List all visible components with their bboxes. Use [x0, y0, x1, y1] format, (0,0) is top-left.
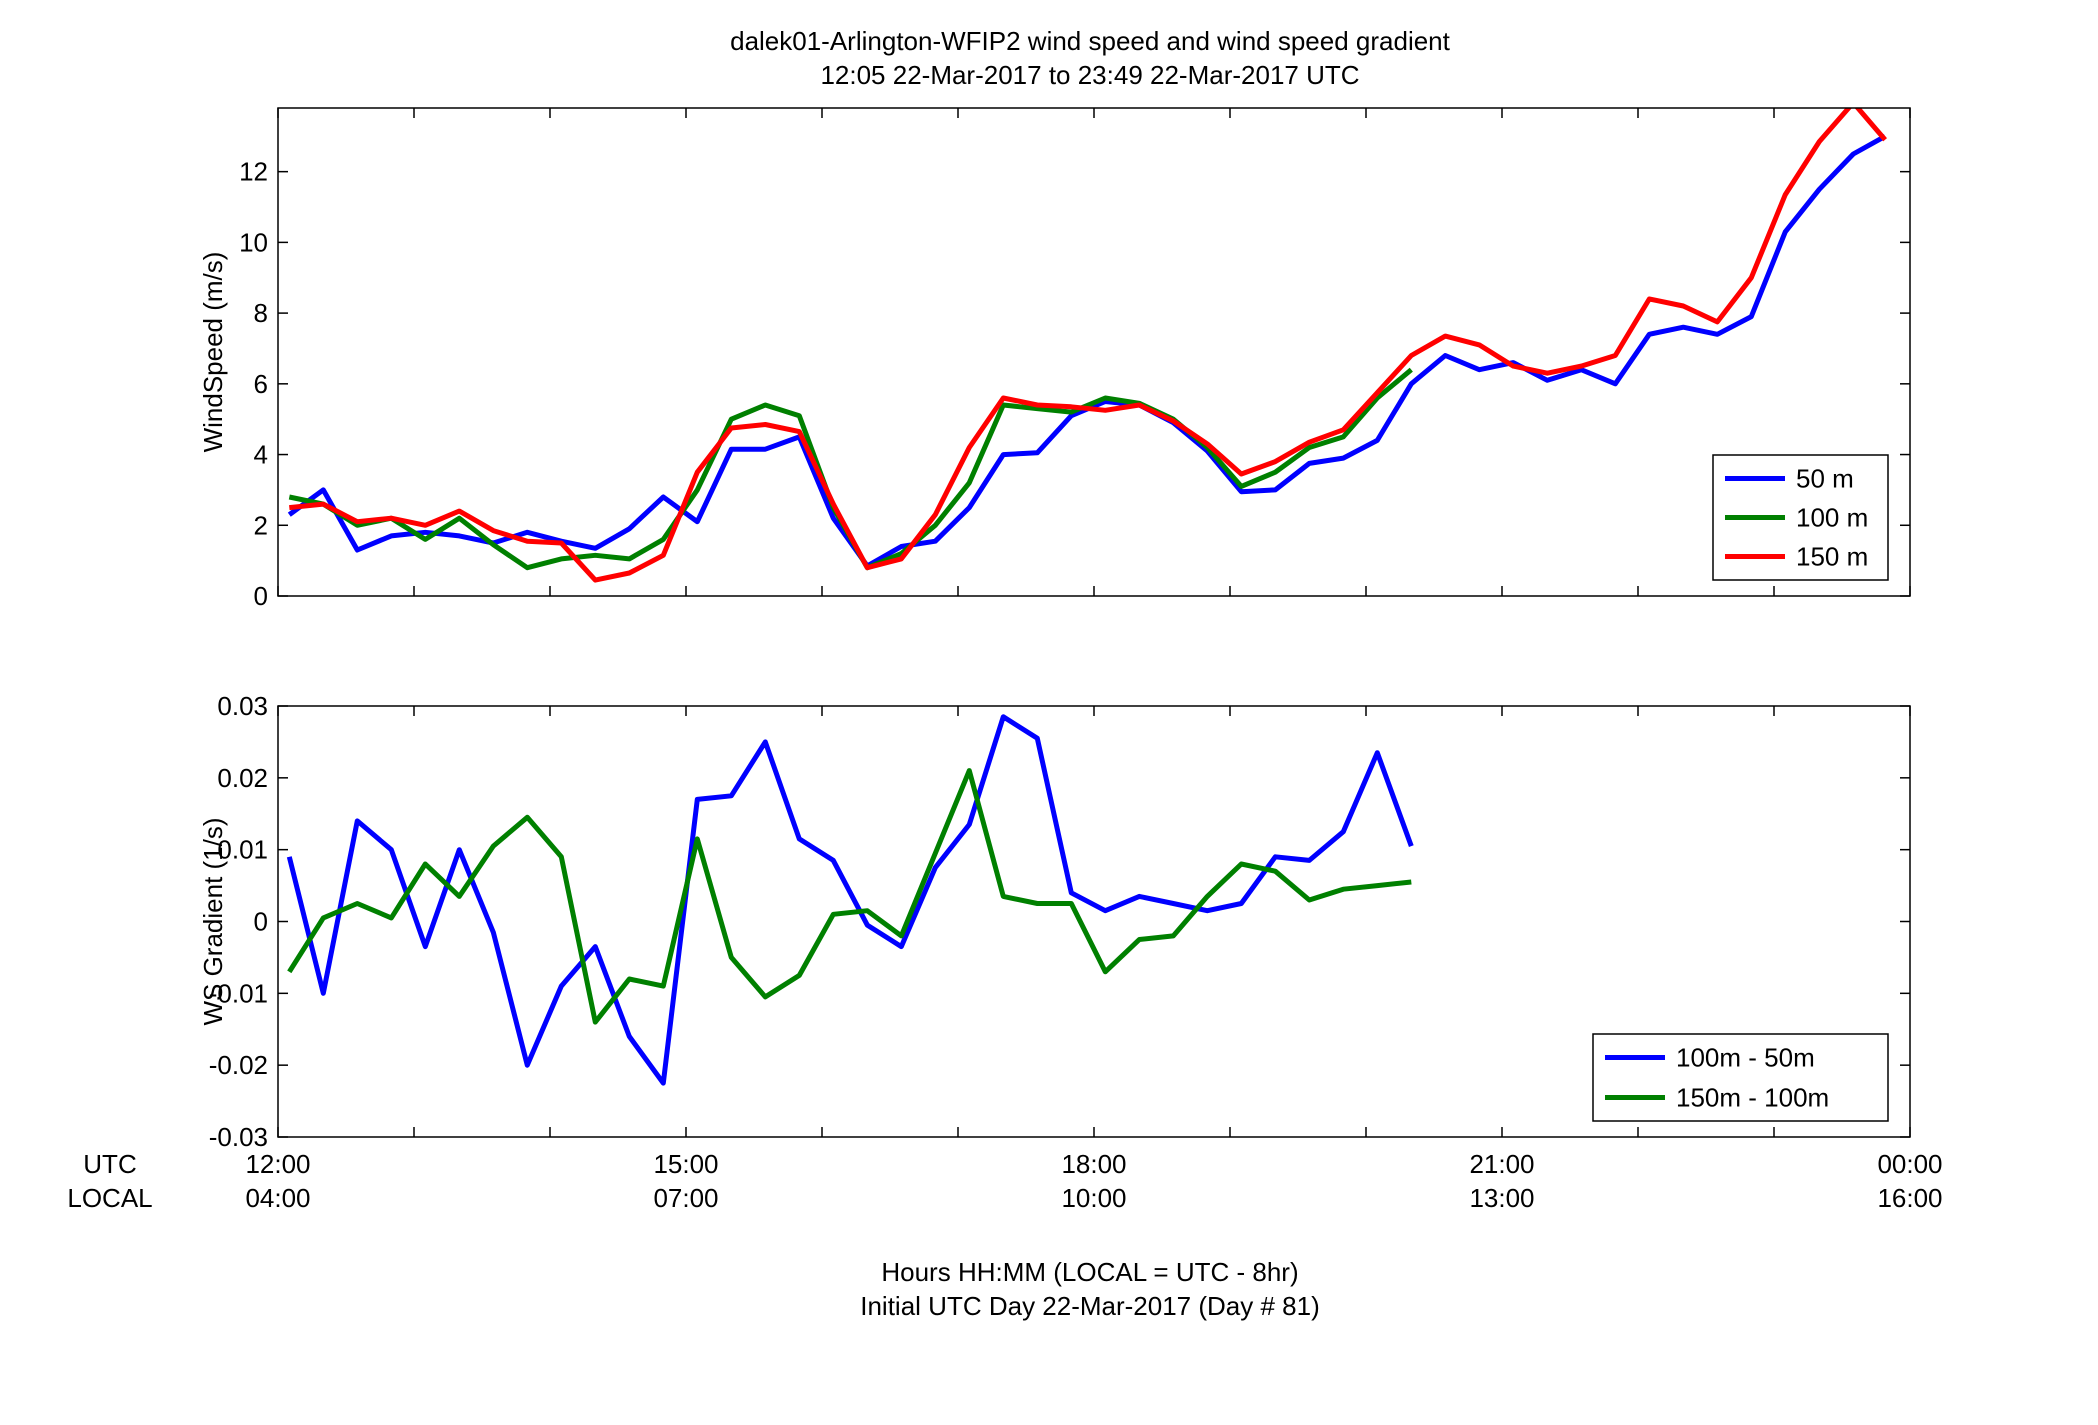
legend-box — [1592, 1033, 1889, 1122]
legend-label: 100 m — [1796, 503, 1868, 533]
axes-box — [277, 705, 1911, 1138]
axes-box — [277, 107, 1911, 597]
x-tick-label-local: 16:00 — [1877, 1183, 1942, 1213]
gradient-panel: -0.03 -0.02 -0.01 0 0.01 0.02 0.03 WS Gradient … — [198, 691, 1911, 1152]
y-tick-label: 0.02 — [217, 763, 268, 793]
series-line-100m-50m — [286, 714, 1414, 1086]
figure-title-line2: 12:05 22-Mar-2017 to 23:49 22-Mar-2017 U… — [820, 60, 1359, 90]
y-tick-label: 8 — [254, 298, 268, 328]
x-tick-label-local: 04:00 — [245, 1183, 310, 1213]
y-tick-label: 0.01 — [217, 835, 268, 865]
y-tick-label: 0 — [254, 581, 268, 611]
legend-label: 150m - 100m — [1676, 1083, 1829, 1113]
y-axis-label: WindSpeed (m/s) — [198, 252, 228, 453]
windspeed-panel: 0 2 4 6 8 10 12 WindSpeed (m/s) 50 m 100 m 150 m — [198, 107, 1911, 611]
series-line-150m-100m — [287, 768, 1412, 1025]
y-tick-label: 4 — [254, 440, 268, 470]
legend-label: 50 m — [1796, 464, 1854, 494]
x-tick-label-local: 13:00 — [1469, 1183, 1534, 1213]
y-tick-label: 12 — [239, 157, 268, 187]
x-tick-label-utc: 21:00 — [1469, 1149, 1534, 1179]
y-tick-label: 6 — [254, 369, 268, 399]
y-tick-label: -0.02 — [209, 1050, 268, 1080]
x-tick-label-utc: 00:00 — [1877, 1149, 1942, 1179]
y-axis-label: WS Gradient (1/s) — [198, 817, 228, 1025]
x-tick-label-utc: 18:00 — [1061, 1149, 1126, 1179]
figure-title-line1: dalek01-Arlington-WFIP2 wind speed and w… — [730, 26, 1451, 56]
row-label-local: LOCAL — [67, 1183, 152, 1213]
y-tick-label: 0.03 — [217, 691, 268, 721]
x-tick-label-local: 07:00 — [653, 1183, 718, 1213]
y-tick-label: -0.01 — [209, 978, 268, 1008]
y-tick-label: 2 — [254, 510, 268, 540]
x-tick-label-utc: 12:00 — [245, 1149, 310, 1179]
x-axis-label-line2: Initial UTC Day 22-Mar-2017 (Day # 81) — [860, 1291, 1320, 1321]
legend-label: 100m - 50m — [1676, 1043, 1815, 1073]
row-label-utc: UTC — [83, 1149, 136, 1179]
y-tick-label: 10 — [239, 227, 268, 257]
series-line-150-m — [289, 108, 1887, 583]
x-axis-label-line1: Hours HH:MM (LOCAL = UTC - 8hr) — [881, 1257, 1298, 1287]
y-tick-label: 0 — [254, 907, 268, 937]
y-tick-label: -0.03 — [209, 1122, 268, 1152]
x-tick-labels: 12:00 04:00 15:00 07:00 18:00 10:00 21:00 13:00… — [245, 1149, 1942, 1213]
x-tick-label-utc: 15:00 — [653, 1149, 718, 1179]
x-tick-label-local: 10:00 — [1061, 1183, 1126, 1213]
legend-label: 150 m — [1796, 542, 1868, 572]
